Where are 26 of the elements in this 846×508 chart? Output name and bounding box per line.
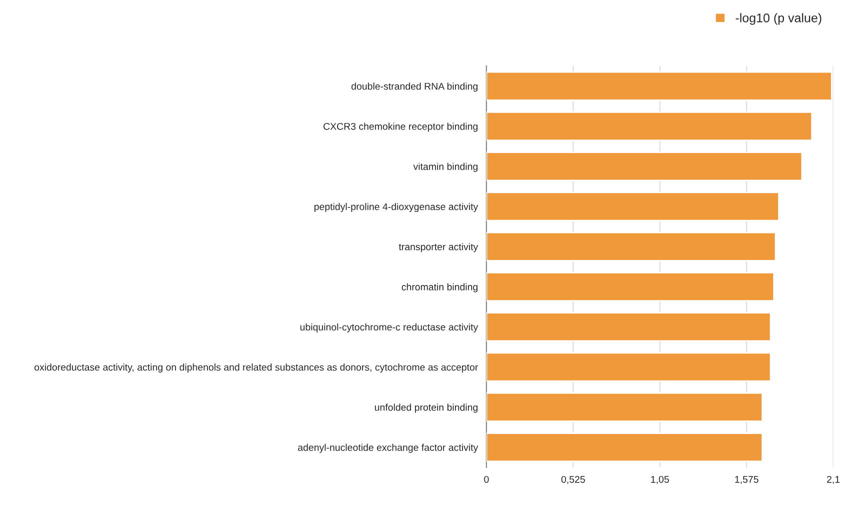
bar (486, 352, 772, 382)
x-tick-label: 1,05 (651, 476, 669, 484)
x-tick-label: 1,575 (735, 476, 758, 484)
y-tick-label: transporter activity (398, 243, 478, 252)
bar (486, 392, 763, 422)
x-tick-label: 0,525 (561, 476, 585, 484)
y-tick-label: oxidoreductase activity, acting on diphenols and related substances as donors, cytochrome as acceptor (34, 364, 478, 373)
bar (486, 232, 776, 262)
y-tick-label: CXCR3 chemokine receptor binding (324, 122, 478, 132)
bar (486, 312, 772, 342)
y-tick-label: ubiquinol-cytochrome-c reductase activity (300, 323, 478, 332)
y-tick-label: vitamin binding (413, 162, 478, 172)
x-tick-label: 2,1 (827, 476, 840, 484)
y-tick-label: unfolded protein binding (374, 404, 478, 413)
bar (486, 192, 780, 222)
bar (486, 111, 813, 141)
y-tick-label: peptidyl-proline 4-dioxygenase activity (314, 202, 478, 212)
bar (486, 272, 775, 302)
y-tick-label: double-stranded RNA binding (352, 82, 478, 92)
bar (486, 71, 832, 101)
bar (486, 432, 763, 462)
y-tick-label: adenyl-nucleotide exchange factor activity (298, 444, 478, 453)
x-tick-label: 0 (484, 476, 489, 483)
bar (486, 152, 803, 182)
legend-label: -log10 (p value) (736, 13, 822, 25)
y-tick-label: chromatin binding (402, 283, 478, 292)
